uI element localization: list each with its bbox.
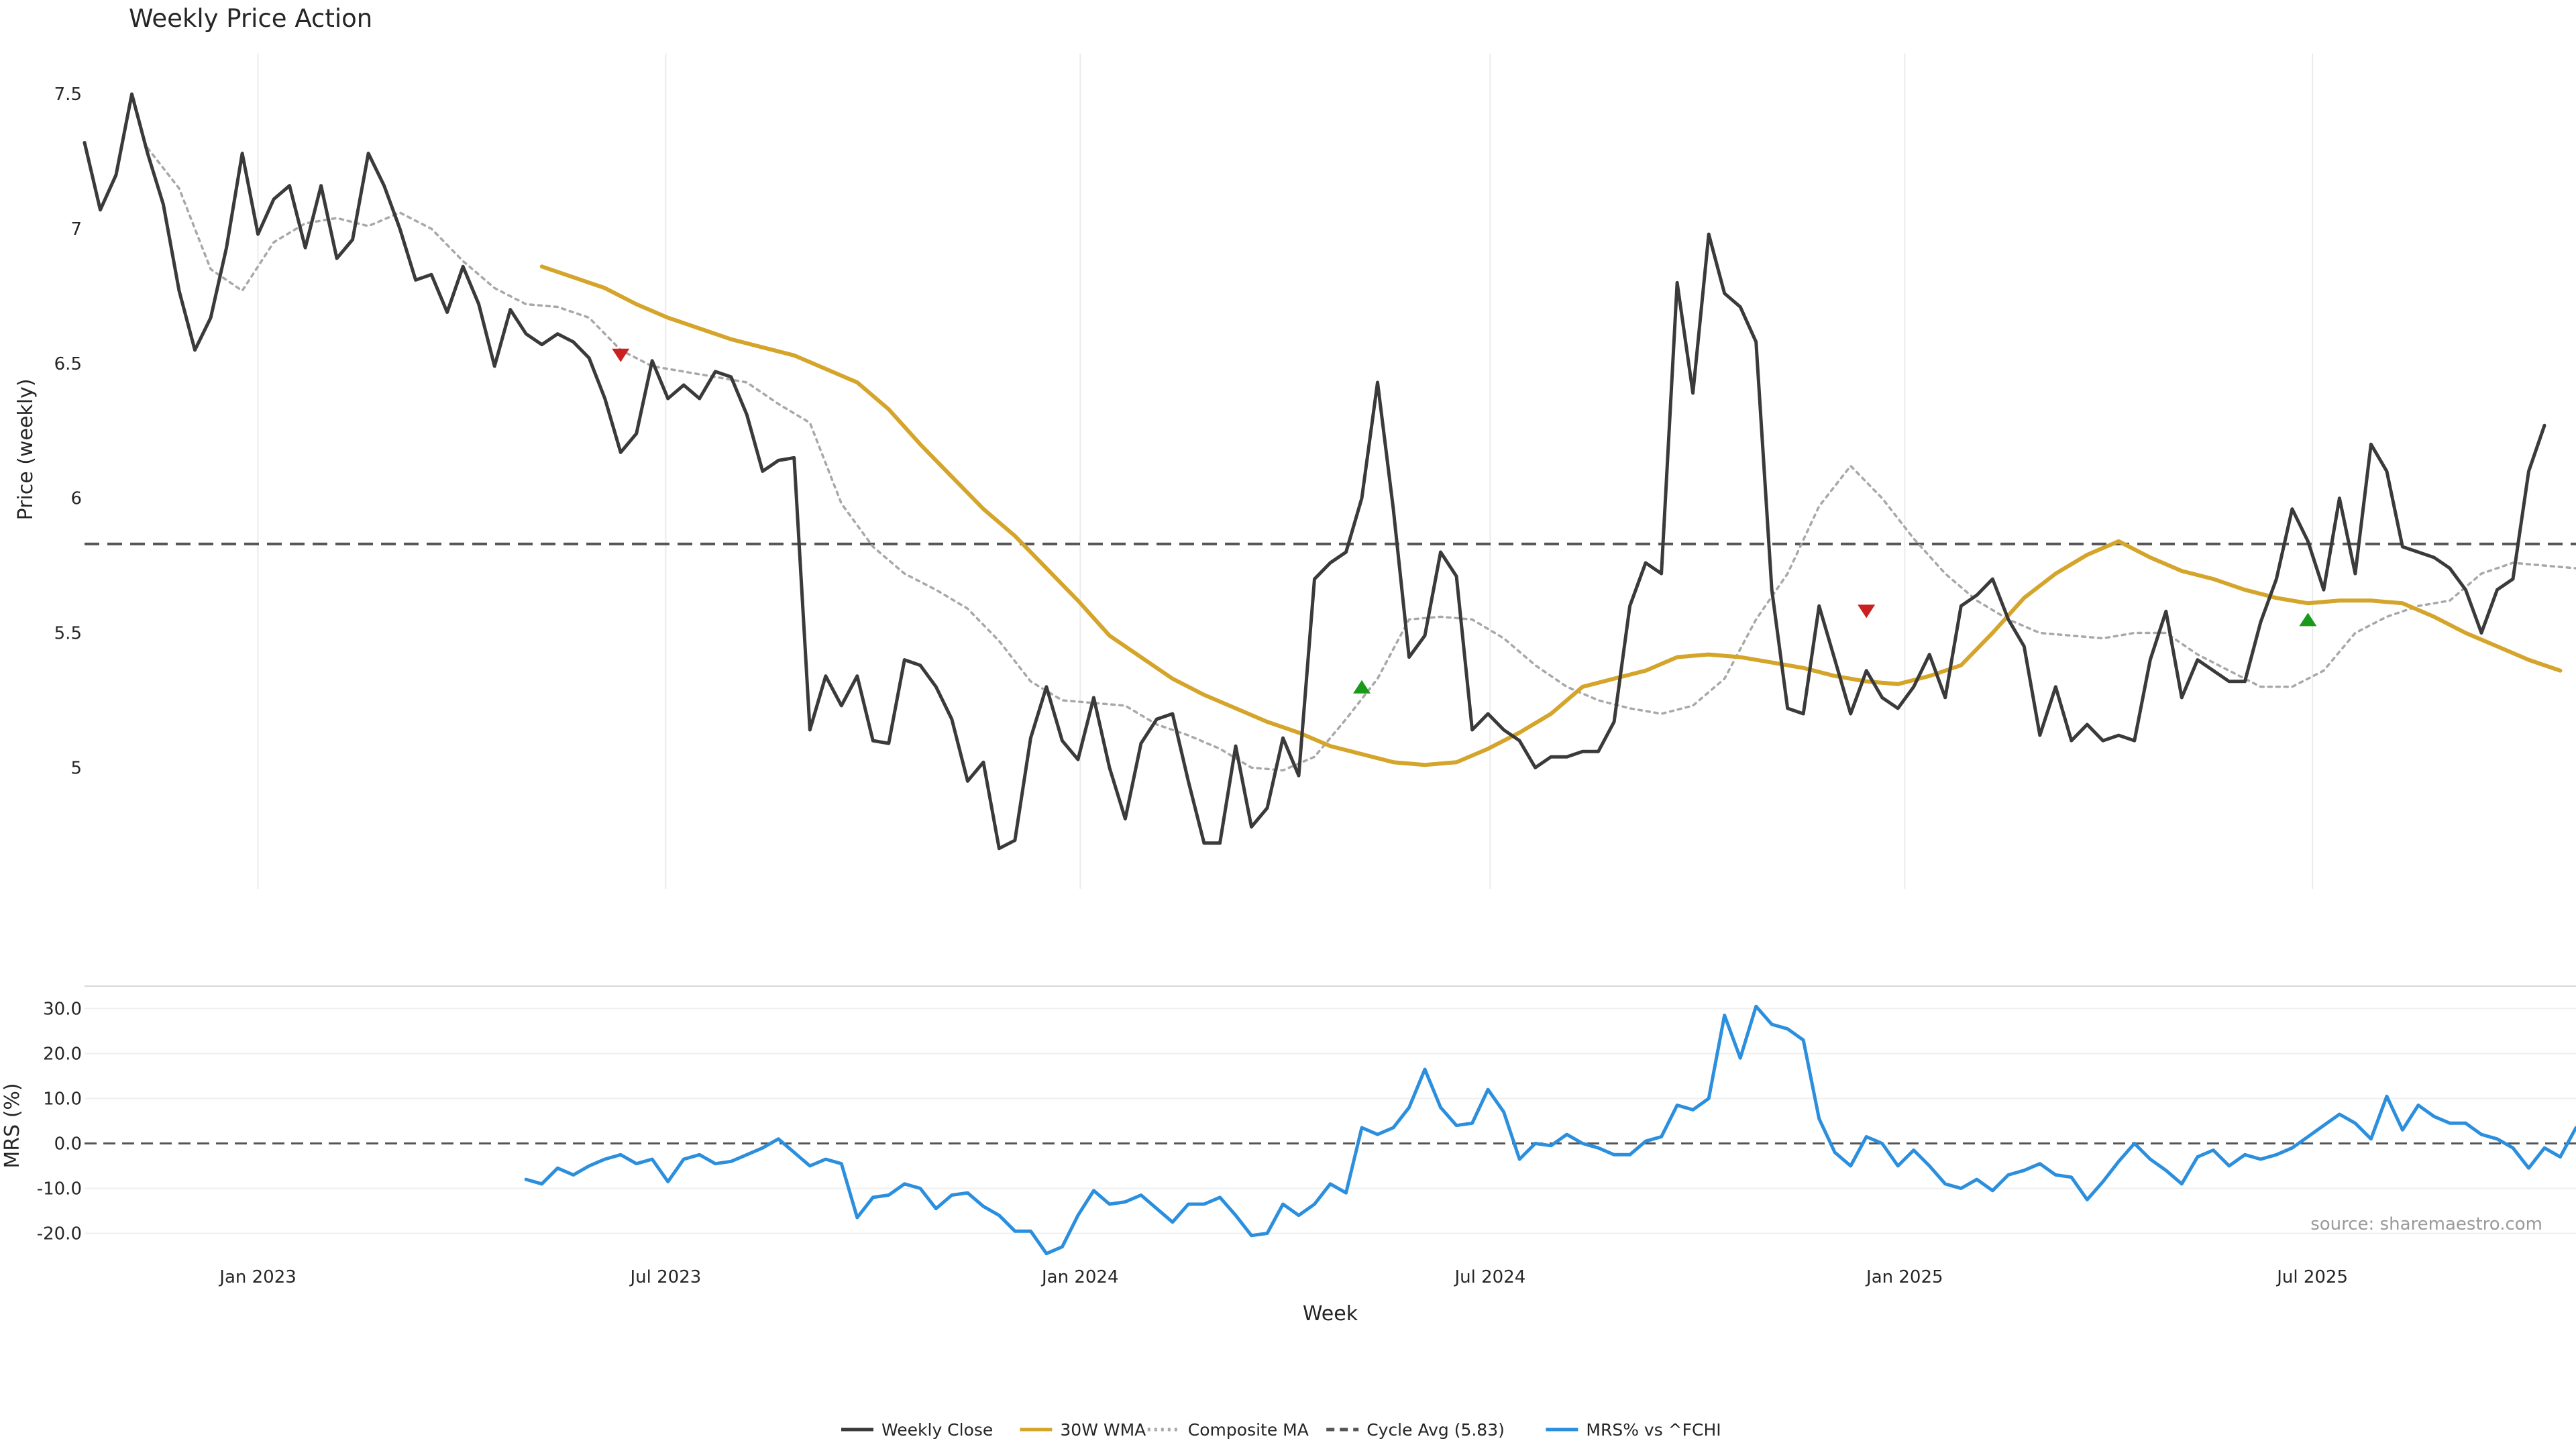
- mrs-series-layer: [85, 1004, 2576, 1256]
- legend-label: Cycle Avg (5.83): [1366, 1420, 1505, 1440]
- legend-label: 30W WMA: [1060, 1420, 1146, 1440]
- price-y-tick-label: 6: [70, 489, 82, 509]
- x-tick-label: Jan 2025: [1865, 1267, 1943, 1287]
- legend: Weekly Close 30W WMA Composite MA Cycle Avg…: [841, 1420, 1721, 1440]
- wma-30w-line: [539, 264, 2563, 767]
- price-vertical-gridlines: [257, 54, 2314, 889]
- signal-markers: [612, 348, 2317, 694]
- price-y-tick-label: 5.5: [54, 623, 82, 643]
- mrs-y-tick-label: -10.0: [37, 1179, 82, 1199]
- mrs-horizontal-gridlines: [85, 985, 2576, 1234]
- x-tick-label: Jul 2023: [629, 1267, 701, 1287]
- price-y-ticks: 5 5.5 6 6.5 7 7.5: [54, 85, 82, 778]
- price-y-tick-label: 7.5: [54, 85, 82, 105]
- price-y-axis-label: Price (weekly): [14, 378, 38, 520]
- x-axis-label: Week: [1303, 1302, 1358, 1326]
- legend-label: Composite MA: [1188, 1420, 1309, 1440]
- source-note: source: sharemaestro.com: [2310, 1214, 2542, 1234]
- composite-ma-line: [146, 146, 2576, 772]
- legend-label: Weekly Close: [881, 1420, 993, 1440]
- legend-label: MRS% vs ^FCHI: [1586, 1420, 1721, 1440]
- mrs-line: [524, 1004, 2576, 1256]
- chart-title: Weekly Price Action: [129, 4, 372, 33]
- mrs-y-tick-label: 0.0: [54, 1134, 82, 1155]
- buy-signal-marker: [2299, 612, 2317, 627]
- buy-signal-marker: [1353, 680, 1371, 694]
- x-tick-label: Jan 2023: [218, 1267, 297, 1287]
- mrs-y-axis-label: MRS (%): [1, 1083, 24, 1168]
- sell-signal-marker: [1858, 604, 1876, 619]
- price-y-tick-label: 5: [70, 758, 82, 778]
- x-ticks: Jan 2023 Jul 2023 Jan 2024 Jul 2024 Jan 2025…: [218, 1267, 2348, 1287]
- price-y-tick-label: 6.5: [54, 354, 82, 374]
- mrs-y-tick-label: -20.0: [37, 1224, 82, 1244]
- weekly-close-line: [83, 92, 2546, 851]
- sell-signal-marker: [612, 348, 630, 362]
- mrs-y-tick-label: 30.0: [43, 1000, 82, 1020]
- price-series-layer: [83, 92, 2576, 851]
- mrs-y-tick-label: 10.0: [43, 1089, 82, 1110]
- mrs-y-tick-label: 20.0: [43, 1044, 82, 1065]
- x-tick-label: Jan 2024: [1040, 1267, 1119, 1287]
- x-tick-label: Jul 2025: [2275, 1267, 2348, 1287]
- x-tick-label: Jul 2024: [1454, 1267, 1526, 1287]
- price-y-tick-label: 7: [70, 219, 82, 239]
- mrs-y-ticks: 30.0 20.0 10.0 0.0 -10.0 -20.0: [37, 1000, 82, 1244]
